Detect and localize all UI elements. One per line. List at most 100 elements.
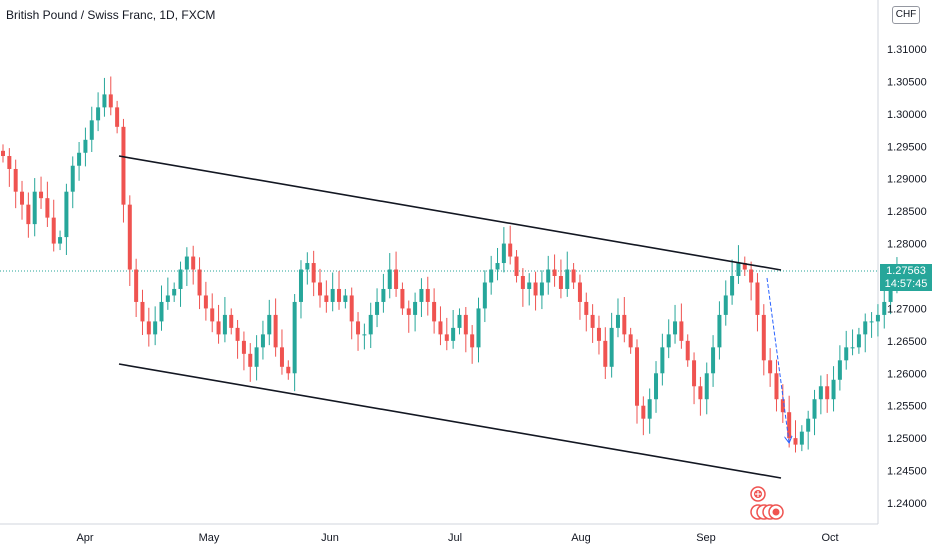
candle-body: [793, 438, 798, 445]
candle: [755, 273, 760, 332]
candle-body: [292, 301, 297, 374]
candle-body: [419, 288, 424, 302]
candle-body: [337, 288, 342, 302]
candle: [273, 298, 278, 357]
candle-body: [222, 314, 227, 335]
candle-body: [888, 282, 893, 302]
candle-body: [254, 347, 259, 367]
candle: [13, 159, 18, 209]
candle: [153, 306, 158, 346]
candle-body: [463, 314, 468, 335]
candle-body: [812, 399, 817, 419]
y-tick-label: 1.25500: [887, 401, 927, 413]
candle-body: [704, 373, 709, 400]
candle: [32, 178, 37, 237]
candle-body: [267, 314, 272, 335]
candle-body: [546, 269, 551, 283]
candle: [115, 100, 120, 134]
candle: [343, 288, 348, 309]
last-price-tag: 1.27563 14:57:45: [880, 264, 932, 291]
candle: [463, 307, 468, 353]
candle-body: [146, 321, 151, 335]
candle-body: [482, 282, 487, 309]
candle: [349, 287, 354, 340]
candle: [685, 334, 690, 367]
candle-body: [787, 412, 792, 439]
candle: [844, 330, 849, 370]
candle: [552, 254, 557, 287]
candle-body: [39, 191, 44, 199]
candle: [70, 156, 75, 209]
candle: [83, 127, 88, 167]
candle-body: [235, 327, 240, 341]
candle: [863, 313, 868, 353]
candle-body: [609, 327, 614, 367]
candle-body: [755, 282, 760, 315]
candle: [635, 339, 639, 424]
candle-body: [70, 165, 75, 192]
candle-body: [558, 276, 563, 289]
candle: [749, 261, 754, 301]
y-tick-label: 1.29500: [887, 141, 927, 153]
candle: [356, 312, 361, 351]
candle-body: [425, 288, 430, 302]
candle-body: [26, 204, 31, 225]
candle: [457, 308, 462, 335]
x-tick-label: May: [199, 532, 220, 544]
chart-title: British Pound / Swiss Franc, 1D, FXCM: [6, 8, 216, 22]
last-price-value: 1.27563: [886, 265, 926, 277]
candle: [774, 359, 779, 412]
candle-body: [64, 191, 69, 238]
candle: [571, 263, 576, 289]
candle: [508, 225, 513, 265]
candle: [248, 343, 253, 382]
x-axis-ticks: Apr May Jun Jul Aug Sep Oct: [76, 532, 838, 544]
candle-body: [749, 269, 754, 283]
candle-body: [387, 269, 392, 289]
event-marker-icon[interactable]: [750, 486, 766, 502]
candle-body: [121, 126, 126, 205]
candle-body: [539, 282, 544, 296]
candle: [533, 271, 538, 311]
candle: [286, 360, 291, 380]
candle-body: [51, 217, 56, 244]
candle-body: [140, 301, 145, 322]
candle: [58, 230, 63, 251]
candle: [831, 366, 836, 412]
candle-body: [711, 347, 716, 374]
candle: [178, 261, 183, 307]
candle: [438, 306, 443, 346]
candle: [406, 300, 411, 333]
candle: [298, 260, 303, 319]
candle-body: [844, 347, 849, 361]
candle-body: [590, 314, 595, 328]
candle: [241, 331, 246, 371]
candle-body: [406, 308, 411, 315]
x-tick-label: Aug: [571, 532, 591, 544]
candle: [425, 276, 430, 316]
x-tick-label: Apr: [76, 532, 93, 544]
candle-body: [768, 360, 773, 374]
candle-body: [444, 334, 449, 341]
candle: [609, 312, 614, 378]
candle: [127, 195, 132, 286]
candle: [203, 281, 208, 321]
channel-lower-line[interactable]: [118, 363, 782, 479]
candle: [806, 410, 811, 450]
candle-body: [349, 295, 354, 322]
channel-upper-line[interactable]: [118, 155, 782, 271]
candle-body: [875, 314, 880, 322]
candle-body: [210, 308, 215, 322]
event-stack-icon[interactable]: [750, 504, 784, 520]
candle: [850, 329, 855, 356]
currency-badge[interactable]: CHF: [892, 6, 920, 24]
candle-body: [641, 405, 646, 419]
candle-body: [89, 120, 94, 140]
candle-body: [552, 269, 557, 276]
projection-arrow[interactable]: [766, 277, 789, 442]
candle: [514, 250, 519, 283]
candle-body: [622, 314, 627, 335]
candle-body: [615, 314, 620, 328]
candle: [622, 297, 627, 343]
